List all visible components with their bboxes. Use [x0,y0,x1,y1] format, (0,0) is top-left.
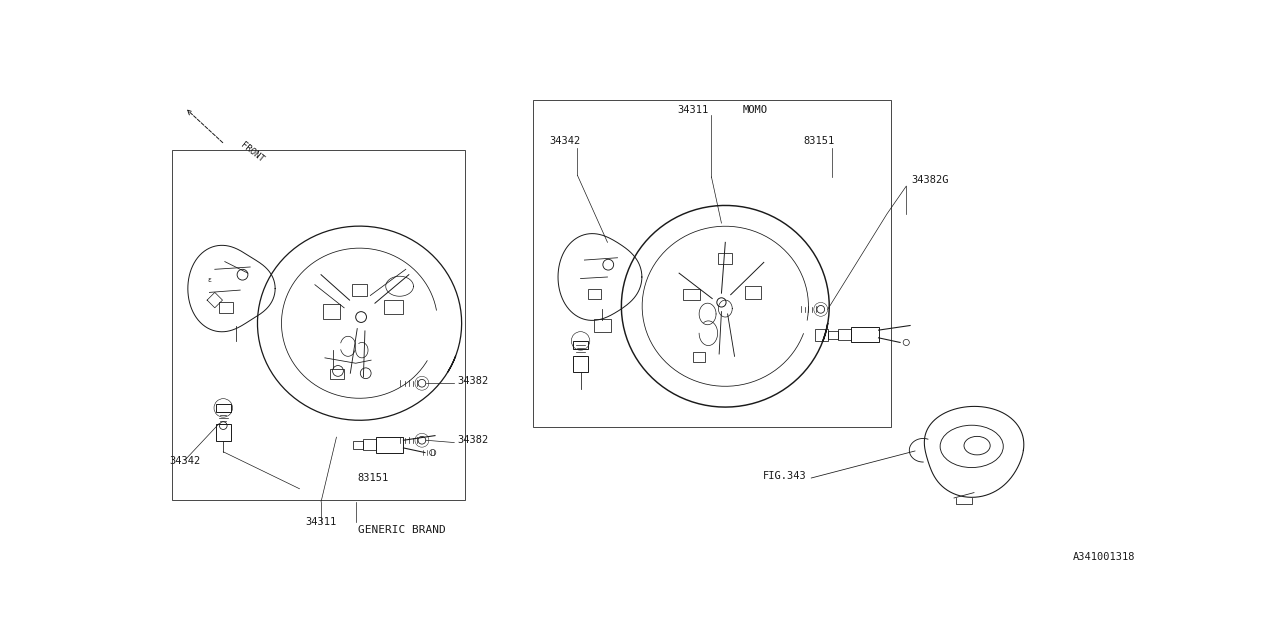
Bar [573,356,589,372]
Bar [594,319,612,332]
Bar [215,424,230,441]
Bar [745,286,762,298]
Text: 34382: 34382 [457,435,489,445]
Bar [838,330,851,340]
Text: GENERIC BRAND: GENERIC BRAND [358,525,445,535]
Bar [330,369,344,379]
Bar [352,441,364,449]
Text: FRONT: FRONT [238,140,265,164]
Text: A341001318: A341001318 [1073,552,1135,562]
Bar [815,328,828,341]
Bar [828,331,838,339]
Bar [589,289,600,298]
Text: 34342: 34342 [169,456,201,466]
Bar [173,150,465,500]
Bar [384,300,403,314]
Bar [532,100,891,427]
Bar [573,341,589,349]
Bar [219,303,233,313]
Text: MOMO: MOMO [742,106,767,115]
Bar [323,304,339,319]
Text: 83151: 83151 [357,474,388,483]
Text: 34311: 34311 [677,106,709,115]
Text: 83151: 83151 [804,136,835,146]
Text: 34382: 34382 [457,376,489,387]
Bar [352,284,367,296]
Bar [215,404,230,412]
Text: 34382G: 34382G [911,175,950,184]
Text: 34342: 34342 [549,136,581,146]
Bar [718,253,732,264]
Text: FIG.343: FIG.343 [763,471,806,481]
Text: 34311: 34311 [306,517,337,527]
Bar [692,353,705,362]
Bar [684,289,700,300]
Bar [851,327,878,342]
Bar [364,440,376,451]
Text: ε: ε [207,277,211,284]
Bar [376,437,403,452]
